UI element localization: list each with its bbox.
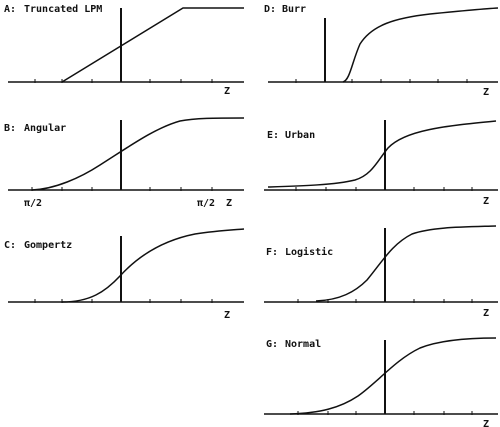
panel-burr: D: Burr Z bbox=[264, 4, 499, 98]
logistic-curve bbox=[315, 225, 497, 302]
panel-logistic: F: Logistic Z bbox=[264, 225, 498, 319]
z-axis-label: Z bbox=[224, 86, 230, 97]
axis-ticks bbox=[297, 411, 473, 415]
panel-truncated-lpm: A: Truncated LPM Z bbox=[4, 4, 244, 97]
axis-ticks bbox=[34, 79, 213, 83]
z-axis-label: Z bbox=[483, 87, 489, 98]
panel-angular: B: Angular π/2 π/2 Z bbox=[4, 117, 245, 209]
panel-title: Truncated LPM bbox=[24, 4, 102, 15]
truncated-lpm-curve bbox=[61, 7, 244, 83]
axis-ticks bbox=[295, 79, 468, 83]
panel-urban: E: Urban Z bbox=[264, 120, 498, 207]
left-pi-half-label: π/2 bbox=[24, 198, 42, 209]
gompertz-curve bbox=[61, 228, 245, 303]
panel-title: Urban bbox=[285, 130, 315, 141]
panel-title: Burr bbox=[282, 4, 306, 15]
normal-curve bbox=[289, 337, 497, 415]
z-axis-label: Z bbox=[224, 310, 230, 321]
panel-label: G: bbox=[266, 339, 278, 350]
angular-curve bbox=[31, 117, 245, 191]
axis-ticks bbox=[34, 299, 213, 303]
panel-title: Normal bbox=[285, 339, 321, 350]
panel-label: E: bbox=[267, 130, 279, 141]
panel-title: Gompertz bbox=[24, 240, 72, 251]
z-axis-label: Z bbox=[483, 419, 489, 427]
panel-title: Logistic bbox=[285, 246, 333, 258]
z-axis-label: Z bbox=[483, 308, 489, 319]
panel-label: B: bbox=[4, 123, 16, 134]
panel-label: F: bbox=[266, 247, 278, 258]
right-pi-half-label: π/2 bbox=[197, 198, 215, 209]
axis-ticks bbox=[295, 187, 473, 191]
burr-curve bbox=[342, 7, 499, 83]
panel-label: C: bbox=[4, 240, 16, 251]
axis-ticks bbox=[31, 187, 213, 191]
urban-curve bbox=[267, 120, 497, 188]
z-axis-label: Z bbox=[483, 196, 489, 207]
z-axis-label: Z bbox=[226, 198, 232, 209]
panel-label: D: bbox=[264, 4, 276, 15]
panel-gompertz: C: Gompertz Z bbox=[4, 228, 245, 321]
panel-title: Angular bbox=[24, 123, 66, 134]
panel-normal: G: Normal Z bbox=[264, 337, 498, 427]
panel-label: A: bbox=[4, 4, 16, 15]
